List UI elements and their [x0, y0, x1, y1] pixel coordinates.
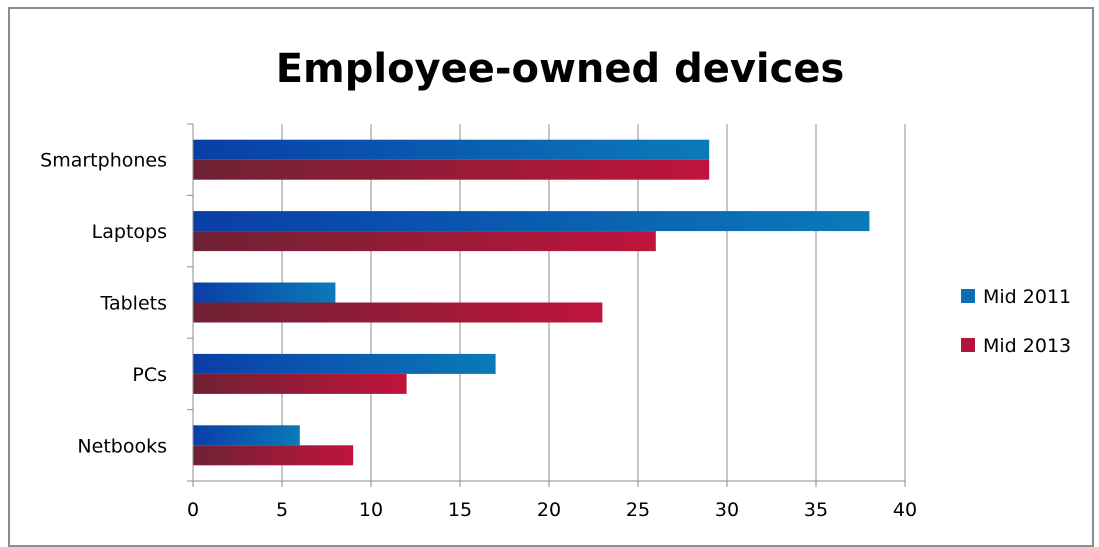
bar-mid-2013-pcs — [193, 373, 407, 394]
chart-frame — [8, 7, 1094, 547]
x-tick-label: 10 — [359, 499, 383, 521]
legend-label: Mid 2013 — [983, 335, 1071, 357]
x-tick-label: 20 — [537, 499, 561, 521]
category-label: Smartphones — [40, 150, 167, 172]
bar-mid-2013-tablets — [193, 302, 603, 323]
category-label: Tablets — [100, 293, 167, 315]
axes — [187, 123, 905, 482]
x-tick-label: 15 — [448, 499, 472, 521]
category-label: Netbooks — [77, 435, 167, 457]
x-tick-label: 25 — [626, 499, 650, 521]
x-tick-label: 40 — [893, 499, 917, 521]
bar-mid-2011-laptops — [193, 211, 870, 232]
x-tick-label: 35 — [804, 499, 828, 521]
category-label: PCs — [132, 364, 167, 386]
legend-label: Mid 2011 — [983, 286, 1071, 308]
category-label: Laptops — [92, 221, 167, 243]
x-tick-label: 5 — [276, 499, 288, 521]
bar-mid-2013-smartphones — [193, 159, 710, 180]
bar-mid-2011-tablets — [193, 282, 336, 303]
legend-swatch-mid-2011 — [961, 289, 975, 303]
chart-title: Employee-owned devices — [276, 46, 845, 92]
x-tick-label: 0 — [187, 499, 199, 521]
x-tick-label: 30 — [715, 499, 739, 521]
legend-swatch-mid-2013 — [961, 338, 975, 352]
legend: Mid 2011 Mid 2013 — [961, 286, 1071, 357]
bars — [193, 139, 870, 466]
bar-mid-2011-netbooks — [193, 425, 300, 446]
category-labels: Smartphones Laptops Tablets PCs Netbooks — [40, 150, 167, 458]
bar-mid-2013-laptops — [193, 231, 656, 252]
bar-mid-2011-pcs — [193, 353, 496, 374]
bar-mid-2013-netbooks — [193, 445, 354, 466]
x-tick-labels: 0 5 10 15 20 25 30 35 40 — [187, 499, 917, 521]
bar-mid-2011-smartphones — [193, 139, 710, 160]
